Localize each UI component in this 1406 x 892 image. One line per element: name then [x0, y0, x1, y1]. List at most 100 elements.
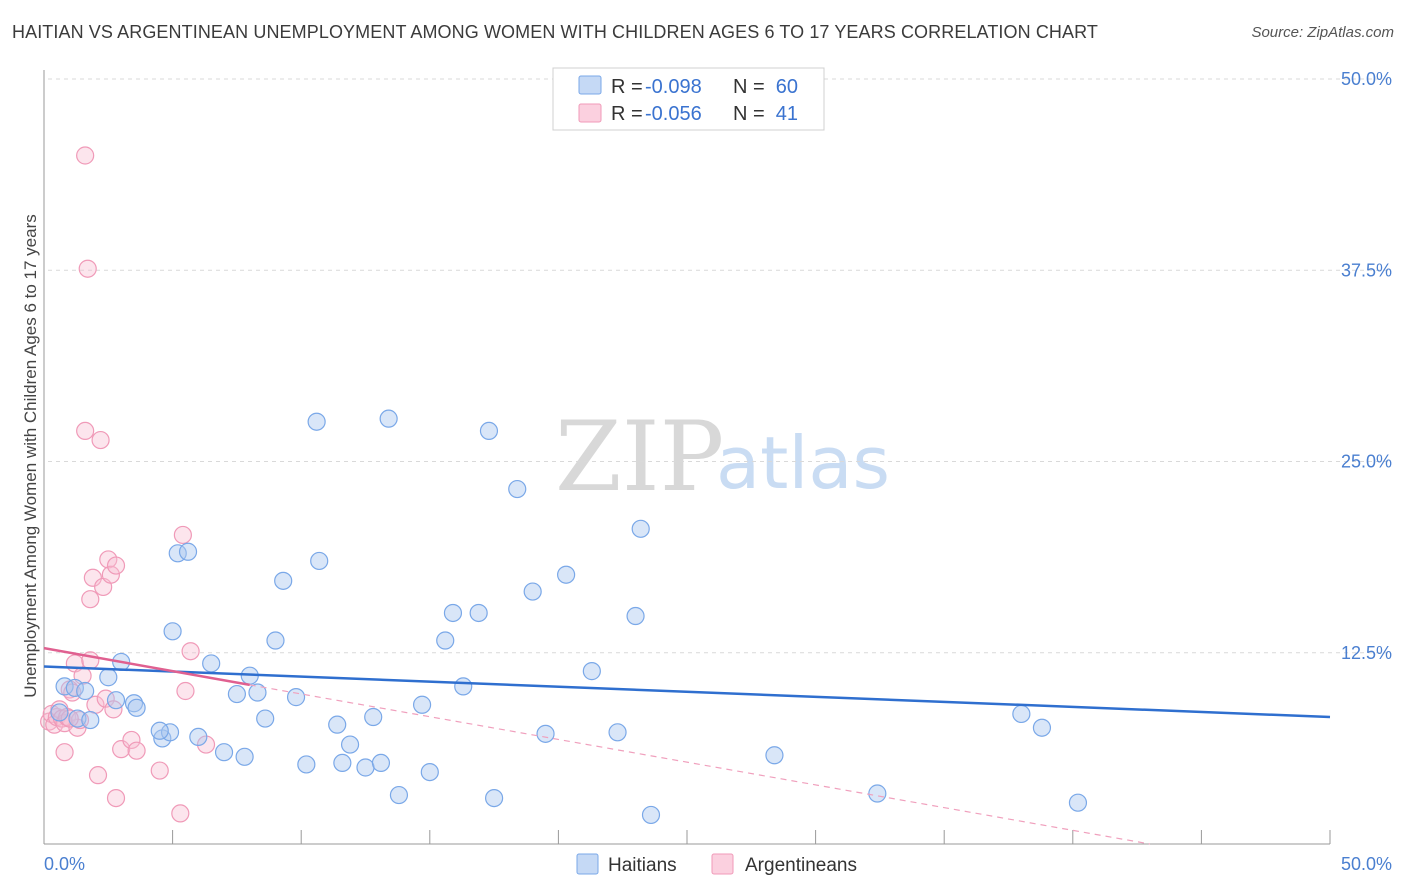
haitians-point [356, 758, 375, 777]
haitians-point [297, 755, 316, 774]
haitians-point [389, 785, 409, 805]
haitians-point [1068, 793, 1088, 812]
source-credit: Source: ZipAtlas.com [1251, 24, 1394, 41]
y-tick-label: 37.5% [1341, 260, 1392, 280]
argentineans-point [55, 743, 74, 762]
haitians-point [1012, 704, 1031, 724]
haitians-point [536, 724, 555, 743]
argentineans-point [112, 740, 131, 759]
legend-n-label-haitians: N = [733, 76, 765, 98]
argentineans-point [181, 642, 200, 661]
haitians-point [364, 707, 383, 727]
argentineans-point [106, 556, 126, 575]
haitians-point [485, 788, 504, 808]
argentineans-point [106, 788, 126, 808]
haitians-point [248, 683, 267, 702]
haitians-point [214, 743, 234, 762]
haitians-point [582, 662, 601, 681]
argentineans-point [78, 259, 97, 278]
haitians-point [286, 688, 306, 707]
haitians-point [608, 723, 627, 742]
argentineans-point [150, 761, 169, 780]
watermark-atlas: atlas [716, 421, 890, 505]
argentineans-point [76, 146, 95, 165]
argentineans-point [101, 565, 120, 584]
legend-swatch-haitians [578, 75, 602, 95]
haitians-point [641, 805, 661, 825]
haitians-point [479, 421, 499, 440]
legend-swatch-argentineans [578, 103, 602, 123]
haitians-point [508, 479, 527, 499]
haitians-trend-line [43, 665, 1331, 719]
argentineans-trend-line [43, 646, 250, 687]
series-legend: Haitians Argentineans [576, 853, 857, 876]
haitians-point [631, 519, 650, 538]
haitians-point [127, 698, 146, 717]
y-tick-label: 25.0% [1341, 452, 1392, 472]
legend-r-label-argentineans: R = [611, 103, 643, 125]
legend-r-label-haitians: R = [611, 76, 643, 98]
watermark-zip: ZIP [555, 401, 724, 513]
haitians-point [266, 631, 285, 650]
haitians-point [106, 691, 126, 710]
haitians-point [150, 721, 169, 740]
y-axis-label: Unemployment Among Women with Children A… [21, 214, 40, 698]
haitians-point [626, 606, 645, 626]
haitians-point [328, 715, 347, 734]
trend-lines [43, 646, 1331, 845]
argentineans-point [122, 730, 141, 750]
haitians-point [420, 762, 439, 782]
haitians-point [163, 622, 182, 641]
haitians-point [202, 654, 221, 673]
argentineans-point [88, 766, 108, 785]
haitians-point [379, 409, 398, 428]
argentineans-point [176, 681, 195, 701]
haitians-point [65, 678, 84, 698]
bottom-legend-swatch-haitians [576, 853, 599, 875]
haitians-point [178, 542, 198, 561]
haitians-points [50, 409, 1088, 825]
haitians-point [469, 603, 488, 623]
haitians-point [307, 412, 326, 431]
legend-r-value-argentineans: -0.056 [645, 103, 702, 125]
argentineans-point [171, 804, 190, 823]
argentineans-point [173, 525, 192, 545]
haitians-point [99, 668, 118, 687]
haitians-point [227, 684, 246, 704]
legend-n-value-haitians: 60 [776, 76, 798, 98]
haitians-point [333, 753, 352, 773]
argentineans-point [76, 421, 95, 440]
argentineans-point [127, 741, 146, 760]
argentineans-point [91, 430, 110, 450]
bottom-legend-swatch-argentineans [711, 853, 734, 875]
haitians-point [436, 631, 455, 650]
correlation-legend: R = -0.098 N = 60 R = -0.056 N = 41 [552, 67, 825, 131]
argentineans-point [81, 590, 100, 609]
argentineans-point [83, 568, 102, 587]
argentineans-points [40, 146, 216, 823]
y-tick-labels: 12.5% 25.0% 37.5% 50.0% [1341, 69, 1392, 663]
legend-n-value-argentineans: 41 [776, 103, 798, 125]
y-tick-label: 50.0% [1341, 69, 1392, 89]
haitians-point [454, 677, 473, 696]
haitians-point [76, 681, 95, 701]
haitians-point [868, 784, 887, 803]
argentineans-trend-extension [249, 684, 1151, 845]
bottom-legend-haitians: Haitians [608, 855, 677, 876]
x-tick-marks [43, 830, 1331, 844]
haitians-point [310, 551, 329, 571]
haitians-point [443, 603, 463, 623]
haitians-point [412, 695, 432, 714]
y-tick-label: 12.5% [1341, 643, 1392, 663]
legend-r-value-haitians: -0.098 [645, 76, 702, 98]
gridlines [48, 78, 1392, 654]
haitians-point [50, 703, 69, 722]
x-tick-label-min: 0.0% [44, 854, 85, 874]
chart-title: HAITIAN VS ARGENTINEAN UNEMPLOYMENT AMON… [12, 22, 1098, 42]
bottom-legend-argentineans: Argentineans [745, 855, 857, 876]
argentineans-point [196, 735, 216, 754]
x-tick-label-max: 50.0% [1341, 854, 1392, 874]
haitians-point [557, 565, 576, 584]
haitians-point [256, 709, 275, 728]
